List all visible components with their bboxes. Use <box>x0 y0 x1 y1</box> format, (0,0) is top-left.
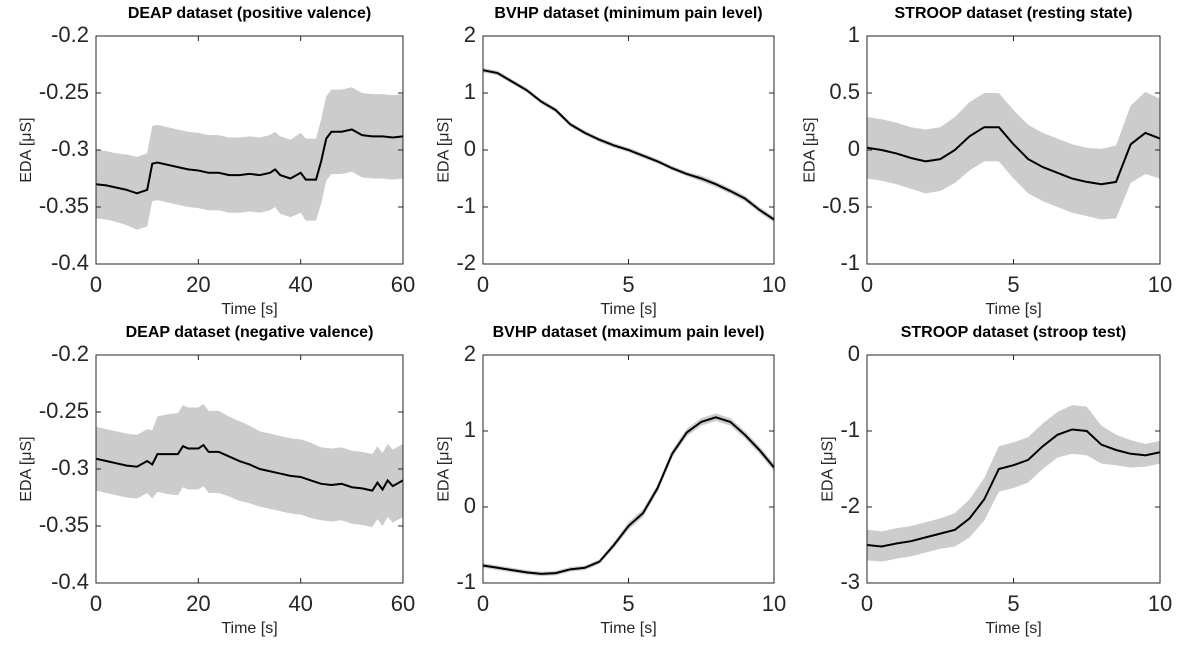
mean-line <box>95 128 404 195</box>
y-tick-label: -0.3 <box>51 455 89 480</box>
x-axis-label: Time [s] <box>985 301 1041 318</box>
y-tick-label: -0.4 <box>51 569 89 594</box>
y-tick-label: -1 <box>840 417 860 442</box>
x-tick-label: 0 <box>90 591 102 616</box>
subplot-title: STROOP dataset (stroop test) <box>901 324 1127 341</box>
subplot: STROOP dataset (stroop test) -3 -2 -1 0 0 5 10 T… <box>820 324 1173 637</box>
y-tick-label: 1 <box>464 79 476 104</box>
subplot-title: DEAP dataset (negative valence) <box>126 324 374 341</box>
y-tick-label: -3 <box>840 569 860 594</box>
y-tick-label: 0 <box>464 493 476 518</box>
x-tick-label: 5 <box>1007 272 1019 297</box>
x-tick-label: 40 <box>288 591 312 616</box>
mean-line <box>95 443 404 492</box>
x-tick-label: 0 <box>861 591 873 616</box>
y-tick-label: 2 <box>464 22 476 47</box>
y-tick-label: -1 <box>840 250 860 275</box>
mean-line <box>866 428 1161 548</box>
x-axis-label: Time [s] <box>600 620 656 637</box>
y-tick-label: -0.35 <box>39 193 89 218</box>
mean-line <box>482 416 775 575</box>
std-band <box>483 67 774 223</box>
y-tick-label: 0.5 <box>829 79 860 104</box>
x-tick-label: 0 <box>861 272 873 297</box>
y-tick-label: -0.2 <box>51 22 89 47</box>
y-tick-label: -0.5 <box>822 193 860 218</box>
subplot: DEAP dataset (negative valence) -0.4 -0.35… <box>18 324 415 637</box>
x-tick-label: 10 <box>762 591 786 616</box>
x-axis-label: Time [s] <box>221 301 277 318</box>
y-axis-label: EDA [μS] <box>801 117 818 182</box>
std-band <box>867 91 1160 220</box>
subplot: BVHP dataset (minimum pain level) -2 -1 0 1 2… <box>436 5 787 318</box>
y-axis-label: EDA [μS] <box>820 436 837 501</box>
std-band <box>96 404 403 528</box>
y-axis-label: EDA [μS] <box>18 117 35 182</box>
x-axis-label: Time [s] <box>985 620 1041 637</box>
x-tick-label: 10 <box>1148 272 1172 297</box>
subplot-title: DEAP dataset (positive valence) <box>128 5 371 22</box>
x-tick-label: 0 <box>477 272 489 297</box>
y-axis-label: EDA [μS] <box>436 436 453 501</box>
x-tick-label: 10 <box>762 272 786 297</box>
y-tick-label: -2 <box>840 493 860 518</box>
y-tick-label: -0.35 <box>39 512 89 537</box>
mean-line <box>482 69 775 221</box>
y-tick-label: -0.4 <box>51 250 89 275</box>
std-band <box>483 413 774 577</box>
x-tick-label: 0 <box>477 591 489 616</box>
subplot-title: BVHP dataset (minimum pain level) <box>494 5 762 22</box>
x-tick-label: 5 <box>622 591 634 616</box>
y-tick-label: 1 <box>464 417 476 442</box>
y-tick-label: -0.25 <box>39 79 89 104</box>
x-tick-label: 5 <box>622 272 634 297</box>
subplot-title: BVHP dataset (maximum pain level) <box>493 324 765 341</box>
x-tick-label: 5 <box>1007 591 1019 616</box>
subplot: STROOP dataset (resting state) -1 -0.5 0 0.5… <box>801 5 1172 318</box>
y-tick-label: -1 <box>456 569 476 594</box>
x-tick-label: 0 <box>90 272 102 297</box>
x-tick-label: 20 <box>186 591 210 616</box>
y-axis-label: EDA [μS] <box>18 436 35 501</box>
std-band <box>96 87 403 230</box>
y-tick-label: -1 <box>456 193 476 218</box>
subplot: DEAP dataset (positive valence) -0.4 -0.35… <box>18 5 415 318</box>
y-tick-label: -0.25 <box>39 398 89 423</box>
x-tick-label: 60 <box>391 272 415 297</box>
x-tick-label: 20 <box>186 272 210 297</box>
y-tick-label: 1 <box>848 22 860 47</box>
x-tick-label: 10 <box>1148 591 1172 616</box>
y-tick-label: 0 <box>848 341 860 366</box>
y-tick-label: 0 <box>848 136 860 161</box>
subplot-title: STROOP dataset (resting state) <box>895 5 1133 22</box>
x-tick-label: 40 <box>288 272 312 297</box>
mean-line <box>866 126 1161 186</box>
y-tick-label: 0 <box>464 136 476 161</box>
x-axis-label: Time [s] <box>221 620 277 637</box>
y-tick-label: -2 <box>456 250 476 275</box>
y-axis-label: EDA [μS] <box>436 117 453 182</box>
axes-box <box>482 354 775 584</box>
y-tick-label: 2 <box>464 341 476 366</box>
x-tick-label: 60 <box>391 591 415 616</box>
std-band <box>867 405 1160 562</box>
y-tick-label: -0.3 <box>51 136 89 161</box>
y-tick-label: -0.2 <box>51 341 89 366</box>
x-axis-label: Time [s] <box>600 301 656 318</box>
